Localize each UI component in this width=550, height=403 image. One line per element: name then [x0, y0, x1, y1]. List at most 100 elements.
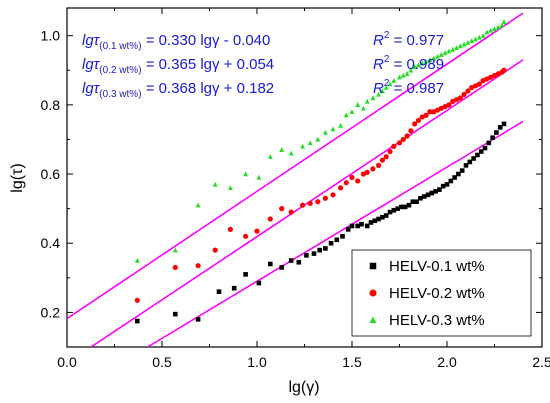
data-point	[387, 81, 393, 87]
data-point	[406, 202, 412, 208]
data-points	[134, 19, 507, 324]
data-point	[368, 220, 374, 225]
data-point	[400, 72, 406, 78]
data-point	[256, 280, 262, 286]
data-point	[379, 157, 385, 163]
data-point	[416, 62, 421, 68]
fit-equation: lgτ(0.2 wt%) = 0.365 lgγ + 0.054	[82, 56, 274, 76]
data-point	[349, 174, 355, 181]
data-point	[435, 53, 440, 59]
data-point	[172, 247, 178, 253]
fit-lines	[66, 12, 524, 348]
data-point	[288, 209, 294, 215]
data-point	[410, 199, 416, 205]
data-point	[135, 318, 140, 324]
data-point	[501, 67, 507, 73]
data-point	[450, 46, 456, 52]
data-point	[243, 171, 249, 177]
data-point	[288, 150, 294, 156]
data-point	[461, 41, 467, 47]
data-point	[288, 258, 294, 263]
data-point	[243, 233, 249, 239]
data-point	[134, 297, 140, 303]
data-point	[490, 135, 495, 141]
data-point	[231, 285, 237, 291]
data-point	[227, 185, 233, 191]
data-point	[427, 109, 433, 115]
x-tick-label: 2.5	[532, 354, 550, 370]
data-point	[322, 129, 328, 135]
data-point	[376, 216, 381, 222]
data-point	[480, 32, 486, 38]
data-point	[212, 247, 218, 253]
data-point	[418, 195, 423, 201]
data-point	[300, 202, 306, 208]
data-point	[311, 251, 317, 256]
data-point	[355, 223, 360, 229]
data-point	[173, 311, 178, 317]
data-point	[267, 154, 273, 159]
data-point	[268, 261, 273, 267]
data-point	[425, 192, 431, 198]
data-point	[296, 259, 302, 265]
data-point	[473, 36, 478, 42]
data-point	[328, 240, 334, 246]
data-point	[457, 43, 463, 49]
data-point	[495, 24, 501, 30]
data-point	[343, 112, 349, 118]
data-point	[397, 74, 402, 80]
y-tick-label: 0.2	[41, 304, 61, 320]
data-point	[412, 64, 418, 69]
data-point	[478, 149, 484, 154]
data-point	[440, 183, 446, 189]
data-point	[497, 125, 503, 130]
y-tick-label: 0.8	[41, 97, 61, 113]
fit-line	[147, 120, 524, 348]
data-point	[399, 204, 404, 210]
data-point	[423, 58, 429, 64]
data-point	[463, 163, 469, 168]
data-point	[484, 29, 490, 35]
data-point	[256, 174, 262, 180]
data-point	[380, 214, 385, 220]
data-point	[359, 221, 364, 227]
data-point	[494, 130, 499, 135]
x-tick-label: 2.0	[437, 354, 457, 370]
data-point	[486, 140, 492, 146]
data-point	[195, 263, 201, 269]
data-point	[360, 105, 366, 111]
data-point	[469, 38, 475, 44]
data-point	[267, 216, 273, 222]
data-point	[315, 136, 321, 142]
data-point	[442, 50, 448, 56]
y-tick-label: 0.6	[41, 166, 61, 182]
data-point	[349, 109, 355, 114]
data-point	[254, 228, 260, 234]
y-tick-label: 1.0	[41, 28, 61, 44]
data-point	[330, 126, 336, 132]
data-point	[404, 133, 410, 139]
data-point	[446, 102, 452, 108]
x-tick-label: 0.5	[152, 354, 172, 370]
data-point	[376, 162, 382, 168]
r-squared: R2 = 0.987	[373, 78, 444, 97]
data-point	[419, 60, 425, 66]
legend-marker	[369, 289, 377, 297]
data-point	[476, 34, 482, 40]
data-point	[243, 272, 248, 277]
data-point	[323, 246, 328, 251]
x-tick-label: 0.0	[57, 354, 77, 370]
data-point	[452, 175, 457, 180]
x-tick-label: 1.0	[247, 354, 267, 370]
data-point	[412, 121, 418, 127]
data-point	[395, 206, 400, 211]
data-point	[444, 182, 450, 187]
data-point	[355, 102, 361, 108]
data-point	[438, 52, 444, 57]
data-point	[465, 88, 471, 94]
data-point	[345, 227, 351, 232]
data-point	[212, 181, 218, 187]
data-point	[195, 317, 201, 322]
data-point	[499, 22, 505, 28]
